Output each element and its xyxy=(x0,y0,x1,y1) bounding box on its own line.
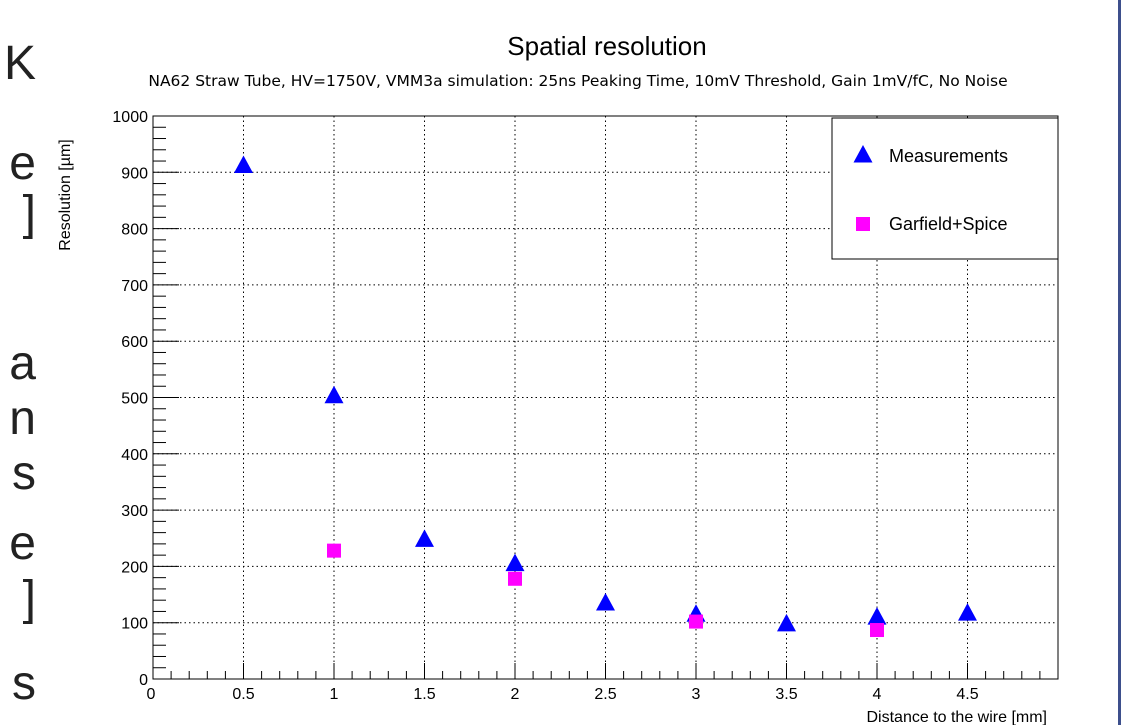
chart-subtitle: NA62 Straw Tube, HV=1750V, VMM3a simulat… xyxy=(148,72,1007,90)
x-tick-label: 3.5 xyxy=(775,686,797,703)
slide-border xyxy=(1118,0,1121,725)
measurement-point xyxy=(324,385,344,404)
left-cropped-text: K e ] a n s e ] s xyxy=(0,0,40,725)
legend-label-measurements: Measurements xyxy=(889,146,1008,166)
y-tick-label: 400 xyxy=(121,447,148,464)
x-tick-label: 4.5 xyxy=(956,686,978,703)
measurement-point xyxy=(505,553,525,572)
x-tick-label: 2 xyxy=(511,686,520,703)
cropped-letter: s xyxy=(12,447,36,500)
legend-box xyxy=(831,117,1059,260)
measurement-point xyxy=(596,592,615,611)
x-tick-label: 3 xyxy=(692,686,701,703)
y-tick-label: 300 xyxy=(121,503,148,520)
x-tick-label: 0.5 xyxy=(232,686,254,703)
simulation-point xyxy=(508,571,522,586)
x-tick-label: 1 xyxy=(330,686,339,703)
y-axis-title: Resolution [µm] xyxy=(57,139,74,250)
cropped-letter: a xyxy=(9,337,36,390)
cropped-letter: ] xyxy=(22,187,36,240)
y-tick-label: 1000 xyxy=(112,109,148,126)
x-axis-title: Distance to the wire [mm] xyxy=(867,709,1048,725)
measurement-point xyxy=(867,607,887,625)
simulation-point xyxy=(870,623,884,638)
cropped-letter: s xyxy=(12,657,36,710)
measurement-point xyxy=(958,603,977,621)
y-tick-label: 200 xyxy=(121,559,148,576)
y-tick-label: 100 xyxy=(121,616,148,633)
y-tick-label: 900 xyxy=(121,165,148,182)
cropped-letter: e xyxy=(9,137,36,190)
cropped-letter: e xyxy=(9,517,36,570)
chart-title: Spatial resolution xyxy=(507,31,706,61)
y-tick-label: 500 xyxy=(121,391,148,408)
measurement-point xyxy=(415,529,434,547)
y-tick-label: 700 xyxy=(121,278,148,295)
legend-triangle-marker xyxy=(853,145,873,163)
measurement-point xyxy=(777,613,796,632)
x-tick-label: 1.5 xyxy=(413,686,435,703)
y-tick-label: 600 xyxy=(121,334,148,351)
x-tick-label: 0 xyxy=(147,686,156,703)
cropped-letter: K xyxy=(3,37,36,90)
y-tick-label: 800 xyxy=(121,222,148,239)
axes: 0 0.5 1 1.5 2 2.5 3 3.5 4 4.5 0 100 200 300 400 500 600 7… xyxy=(112,109,1059,703)
simulation-point xyxy=(689,614,703,629)
cropped-letter: ] xyxy=(22,572,36,625)
x-tick-label: 2.5 xyxy=(594,686,616,703)
measurement-point xyxy=(234,155,253,174)
legend-square-marker xyxy=(856,217,870,231)
cropped-letter: n xyxy=(9,392,36,445)
legend-label-garfield: Garfield+Spice xyxy=(889,214,1008,234)
x-tick-label: 4 xyxy=(873,686,882,703)
simulation-point xyxy=(327,543,341,558)
y-tick-label: 0 xyxy=(139,672,148,689)
data-points xyxy=(234,155,977,638)
legend: Measurements Garfield+Spice xyxy=(831,117,1059,260)
